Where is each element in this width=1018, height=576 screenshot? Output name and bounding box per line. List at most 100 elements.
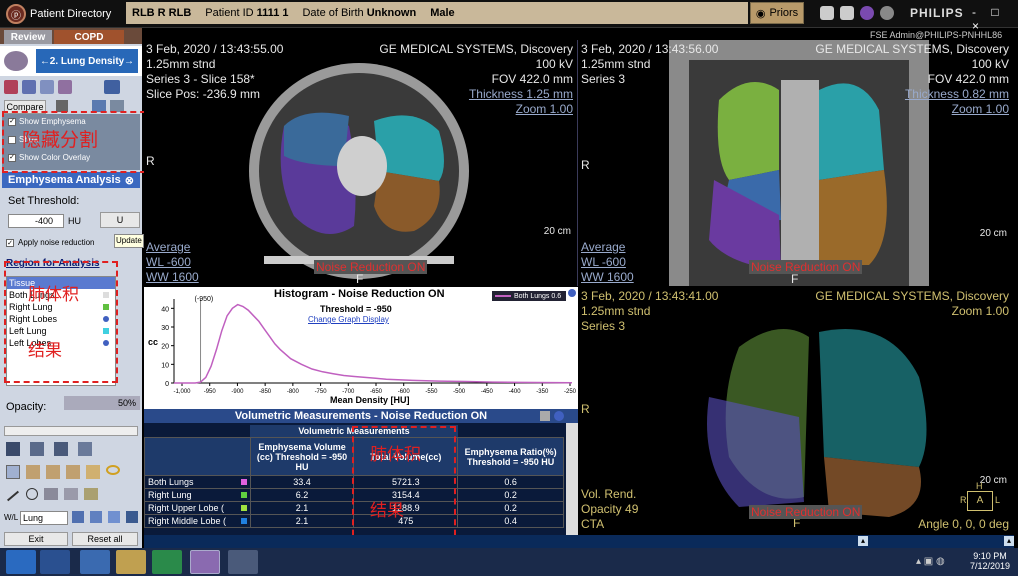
vp1-wl[interactable]: WL -600	[146, 255, 191, 269]
region-item[interactable]: Left Lung	[7, 325, 115, 337]
start-icon[interactable]	[6, 550, 36, 574]
circle-tool-icon[interactable]	[26, 488, 38, 500]
reset-all-button[interactable]: Reset all	[72, 532, 138, 546]
camera-capture-icon[interactable]	[30, 442, 44, 456]
view-icon-1[interactable]	[4, 80, 18, 94]
layout-icon[interactable]	[840, 6, 854, 20]
table-vertical-scrollbar[interactable]	[566, 423, 578, 535]
vp1-ww[interactable]: WW 1600	[146, 270, 199, 284]
view-icon-4[interactable]	[58, 80, 72, 94]
taskbar-app-philips[interactable]	[190, 550, 220, 574]
view-icon-2[interactable]	[22, 80, 36, 94]
exit-button[interactable]: Exit	[4, 532, 68, 546]
wl-preset-select[interactable]: Lung	[20, 511, 68, 525]
volumetric-panel[interactable]: Volumetric Measurements - Noise Reductio…	[144, 409, 578, 535]
vp2-average[interactable]: Average	[581, 240, 626, 254]
taskbar-app-powershell[interactable]	[80, 550, 110, 574]
erase-tool-icon[interactable]	[84, 488, 98, 500]
copy-icon[interactable]	[54, 442, 68, 456]
select-tool-icon[interactable]	[6, 465, 20, 479]
vp2-wl[interactable]: WL -600	[581, 255, 626, 269]
print-icon[interactable]	[92, 100, 106, 112]
prev-step-icon[interactable]: ←	[40, 55, 50, 67]
region-list[interactable]: Tissue Both Lungs Right Lung Right Lobes…	[6, 276, 116, 386]
hand-tool-icon[interactable]	[26, 465, 40, 479]
book-icon[interactable]	[78, 442, 92, 456]
expand-icon[interactable]	[103, 340, 109, 346]
tray-clock[interactable]: 9:10 PM 7/12/2019	[968, 551, 1012, 571]
histogram-panel[interactable]: Histogram - Noise Reduction ON Threshold…	[144, 287, 578, 409]
region-item[interactable]: Left Lobes	[7, 337, 115, 349]
expand-arrow-icon[interactable]: ▴	[858, 536, 868, 546]
help-icon[interactable]	[880, 6, 894, 20]
wl-tool-icon-3[interactable]	[108, 511, 120, 523]
vp2-zoom-link[interactable]: Zoom 1.00	[951, 102, 1009, 116]
lungs-icon[interactable]	[4, 51, 28, 71]
horizontal-scrollbar[interactable]	[4, 426, 138, 436]
show-color-overlay-checkbox[interactable]: ✓	[8, 154, 16, 162]
view-icon-3[interactable]	[40, 80, 54, 94]
step-selector[interactable]: ← 2. Lung Density →	[36, 49, 138, 73]
wl-tool-icon-4[interactable]	[126, 511, 138, 523]
volumetric-close-icon[interactable]	[554, 411, 564, 421]
threshold-input[interactable]: -400	[8, 214, 64, 228]
pencil-icon[interactable]	[56, 100, 68, 112]
table-row[interactable]: Right Lung 6.2 3154.4 0.2	[144, 488, 564, 502]
save-icon[interactable]	[6, 442, 20, 456]
vp1-zoom-link[interactable]: Zoom 1.00	[515, 102, 573, 116]
orientation-cube[interactable]: A	[967, 491, 993, 511]
region-item[interactable]: Tissue	[7, 277, 115, 289]
vp1-series: Series 3 - Slice 158*	[146, 72, 255, 86]
hand2-tool-icon[interactable]	[46, 465, 60, 479]
show-emphysema-checkbox[interactable]: ✓	[8, 118, 16, 126]
table-row[interactable]: Right Middle Lobe (2.1 475 0.4	[144, 514, 564, 528]
taskbar-app-paint[interactable]	[228, 550, 258, 574]
line-tool-icon[interactable]	[6, 490, 20, 502]
collapse-icon[interactable]: ⊗	[124, 174, 134, 187]
annotation-tool-icon[interactable]	[64, 488, 78, 500]
hand3-tool-icon[interactable]	[66, 465, 80, 479]
taskbar: ▴ ▣ ◍ 9:10 PM 7/12/2019	[0, 548, 1018, 576]
axial-viewport[interactable]: 3 Feb, 2020 / 13:43:55.00 1.25mm stnd Se…	[144, 40, 578, 286]
wl-tool-icon-2[interactable]	[90, 511, 102, 523]
expand-icon[interactable]	[103, 316, 109, 322]
vp2-thickness-link[interactable]: Thickness 0.82 mm	[904, 87, 1009, 101]
tray-icons[interactable]: ▴ ▣ ◍	[916, 556, 945, 567]
change-graph-link[interactable]: Change Graph Display	[308, 315, 389, 324]
histogram-close-icon[interactable]	[568, 289, 576, 297]
angle-tool-icon[interactable]	[44, 488, 58, 500]
taskbar-app-explorer[interactable]	[116, 550, 146, 574]
region-item[interactable]: Right Lung	[7, 301, 115, 313]
taskbar-app-green[interactable]	[152, 550, 182, 574]
coronal-viewport[interactable]: 3 Feb, 2020 / 13:43:56.00 1.25mm stnd Se…	[579, 40, 1013, 286]
grid-layout-icon[interactable]	[104, 80, 120, 94]
dob-label: Date of Birth	[302, 7, 364, 19]
apply-noise-checkbox[interactable]: ✓	[6, 238, 14, 247]
opacity-slider[interactable]: 50%	[64, 396, 140, 410]
expand-arrow-icon-right[interactable]: ▴	[1004, 536, 1014, 546]
priors-button[interactable]: ◉ Priors	[750, 2, 804, 24]
vp1-thickness-link[interactable]: Thickness 1.25 mm	[468, 87, 573, 101]
vp1-average[interactable]: Average	[146, 240, 191, 254]
window-controls[interactable]: - □ ×	[972, 5, 1005, 33]
volumetric-export-icon[interactable]	[540, 411, 550, 421]
ellipse-tool-icon[interactable]	[106, 465, 120, 475]
volume-render-viewport[interactable]: 3 Feb, 2020 / 13:43:41.00 1.25mm stnd Se…	[579, 287, 1013, 535]
tab-review[interactable]: Review	[4, 30, 52, 44]
app-title[interactable]: Patient Directory	[30, 8, 112, 20]
wl-tool-icon-1[interactable]	[72, 511, 84, 523]
taskbar-app-server-manager[interactable]	[40, 550, 70, 574]
export-icon[interactable]	[110, 100, 124, 112]
region-item[interactable]: Right Lobes	[7, 313, 115, 325]
info-icon[interactable]	[860, 6, 874, 20]
region-item[interactable]: Both Lungs	[7, 289, 115, 301]
camera-icon[interactable]	[820, 6, 834, 20]
tab-copd[interactable]: COPD	[54, 30, 124, 44]
show-hidden-checkbox[interactable]	[8, 136, 16, 144]
hand4-tool-icon[interactable]	[86, 465, 100, 479]
update-button[interactable]: U	[100, 212, 140, 228]
compare-button[interactable]: Compare	[4, 100, 46, 114]
next-step-icon[interactable]: →	[124, 55, 134, 67]
vp4-zoom[interactable]: Zoom 1.00	[951, 304, 1009, 318]
vp2-ww[interactable]: WW 1600	[581, 270, 634, 284]
